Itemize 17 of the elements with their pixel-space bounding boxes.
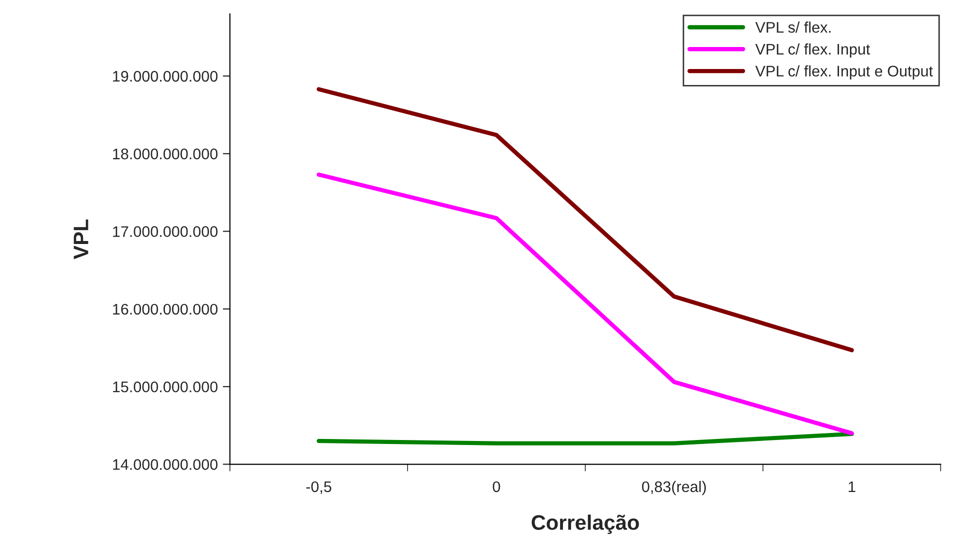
- legend-label: VPL s/ flex.: [755, 22, 831, 33]
- y-tick-label: 16.000.000.000: [113, 304, 218, 315]
- y-tick-label: 15.000.000.000: [113, 381, 218, 392]
- y-axis-title: VPL: [74, 219, 88, 260]
- line-series: [316, 172, 854, 436]
- y-tick-label: 14.000.000.000: [113, 459, 218, 470]
- legend-label: VPL c/ flex. Input e Output: [755, 65, 933, 80]
- line-series: [316, 87, 854, 352]
- x-tick-label: 0,83(real): [642, 480, 706, 496]
- legend-label: VPL c/ flex. Input: [755, 43, 870, 58]
- x-tick-label: 0: [492, 481, 500, 492]
- y-tick-label: 19.000.000.000: [113, 70, 218, 82]
- y-tick-label: 18.000.000.000: [113, 148, 218, 160]
- x-tick-label: 1: [848, 481, 856, 492]
- x-tick-label: -0,5: [306, 481, 332, 494]
- y-tick-label: 17.000.000.000: [113, 226, 218, 237]
- x-axis-title: Correlação: [532, 514, 639, 534]
